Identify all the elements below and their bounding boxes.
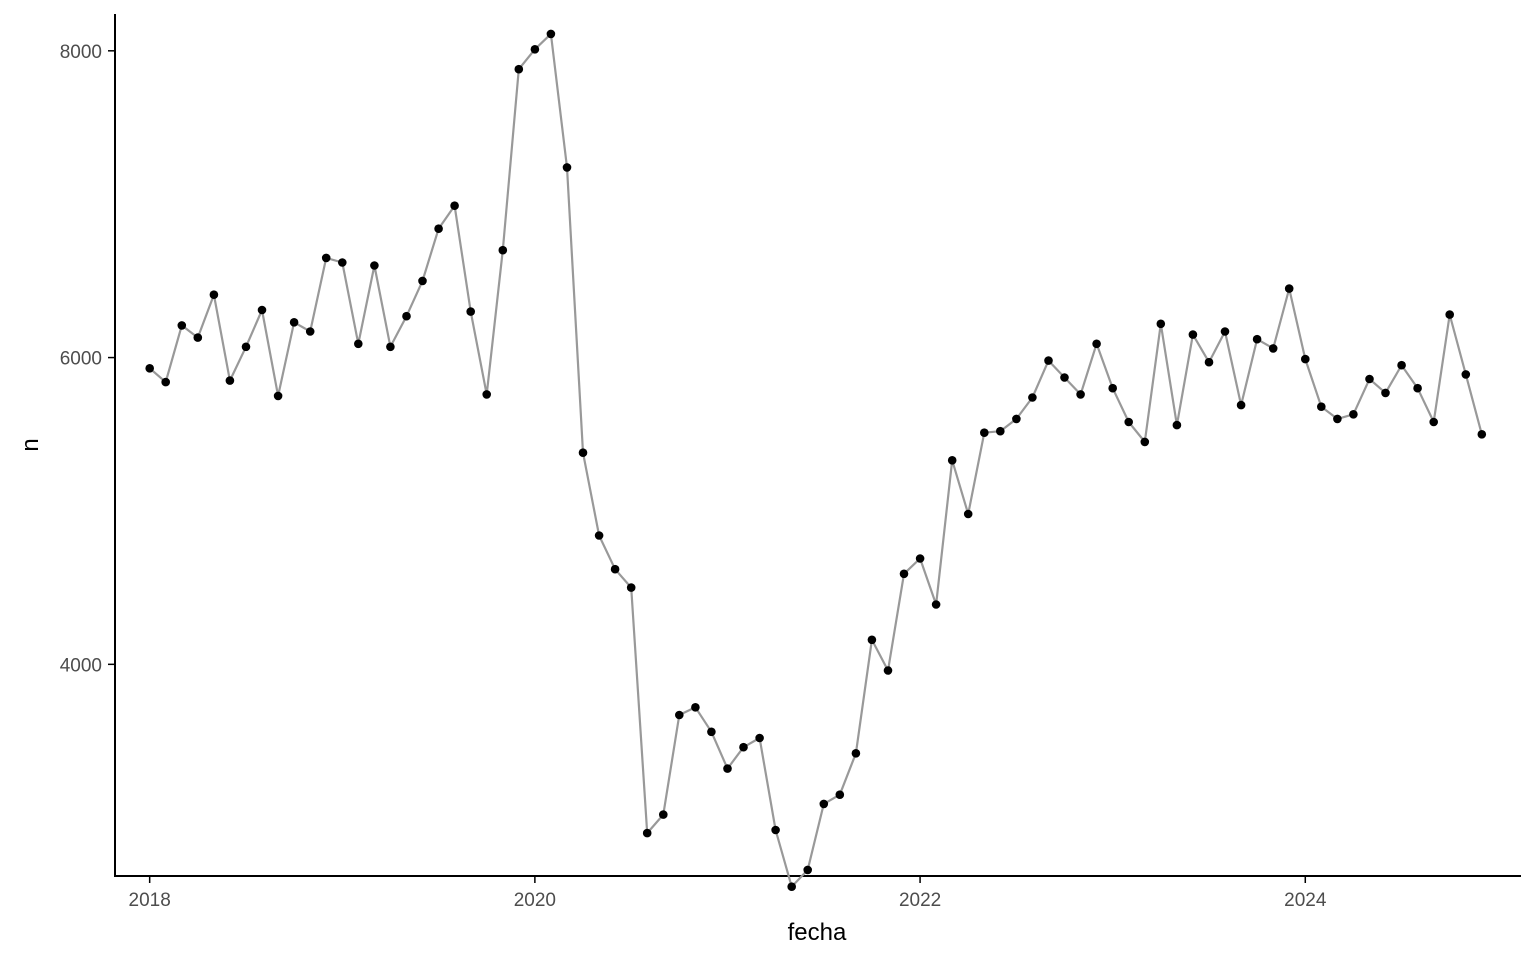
y-axis-title: n: [17, 438, 44, 451]
data-point: [434, 224, 443, 233]
data-point: [980, 428, 989, 438]
data-point: [466, 307, 476, 316]
data-point: [963, 509, 973, 519]
data-point: [835, 790, 845, 799]
data-point: [771, 825, 780, 835]
data-point: [1252, 334, 1262, 344]
data-point: [145, 364, 154, 373]
data-point: [161, 377, 170, 387]
data-point: [723, 764, 732, 773]
data-point: [883, 666, 893, 675]
data-point: [947, 456, 957, 465]
data-point: [1413, 383, 1422, 393]
axes: [114, 14, 1521, 877]
data-point: [851, 749, 861, 758]
data-point: [996, 426, 1005, 436]
data-point: [1028, 393, 1037, 402]
data-point: [193, 333, 203, 342]
data-point: [1397, 360, 1406, 370]
data-point: [931, 600, 941, 609]
data-point: [370, 261, 379, 270]
data-point: [1429, 417, 1438, 427]
data-point: [739, 742, 748, 752]
data-point: [1268, 344, 1278, 353]
data-point: [514, 64, 524, 74]
data-point: [1381, 388, 1390, 398]
data-point: [1076, 390, 1085, 399]
data-point: [354, 339, 363, 349]
data-point: [1477, 430, 1487, 439]
data-point: [273, 391, 283, 401]
x-tick-label: 2018: [129, 890, 171, 911]
data-point: [610, 564, 620, 574]
data-point: [899, 569, 909, 579]
data-point: [450, 201, 459, 210]
data-point: [659, 810, 668, 819]
data-point: [225, 376, 235, 385]
data-point: [1108, 383, 1117, 393]
data-point: [915, 554, 925, 563]
data-point: [530, 45, 540, 54]
y-ticks: 4000 6000 8000: [60, 42, 115, 676]
data-point: [1284, 284, 1294, 293]
data-point: [386, 342, 395, 352]
data-point: [305, 327, 315, 336]
data-point: [1060, 373, 1069, 382]
x-tick-label: 2020: [514, 890, 556, 911]
data-point: [1317, 402, 1326, 412]
data-point: [562, 163, 572, 172]
data-point: [803, 865, 812, 875]
data-point: [418, 276, 427, 286]
data-point: [1445, 310, 1454, 319]
data-point: [338, 258, 347, 267]
data-point: [707, 727, 716, 737]
data-point: [1301, 354, 1310, 364]
y-tick-label: 8000: [60, 42, 102, 63]
data-point: [787, 882, 796, 891]
data-point: [1172, 420, 1182, 430]
data-point: [1220, 327, 1230, 336]
x-tick-label: 2024: [1284, 890, 1327, 911]
data-point: [642, 828, 652, 838]
data-point: [289, 318, 299, 327]
data-point: [1365, 374, 1374, 384]
data-point: [755, 733, 764, 743]
series-line: [148, 32, 1483, 888]
data-point: [1092, 339, 1101, 349]
data-point: [626, 583, 636, 592]
data-point: [209, 290, 219, 300]
x-tick-label: 2022: [899, 890, 941, 911]
data-point: [546, 29, 556, 39]
data-point: [1236, 400, 1246, 410]
data-point: [1156, 319, 1166, 329]
data-point: [819, 799, 829, 809]
data-point: [1188, 330, 1198, 339]
data-point: [498, 245, 508, 255]
data-point: [1012, 414, 1021, 424]
y-tick-label: 6000: [60, 349, 102, 370]
data-points: [145, 29, 1487, 891]
data-point: [1333, 414, 1342, 424]
data-point: [867, 635, 877, 645]
data-point: [177, 321, 187, 330]
data-point: [257, 305, 267, 315]
data-point: [1140, 437, 1150, 447]
data-point: [578, 448, 588, 458]
x-axis-title: fecha: [788, 919, 847, 946]
data-point: [1044, 356, 1053, 365]
data-point: [321, 253, 331, 263]
data-point: [675, 710, 684, 720]
data-point: [1349, 410, 1358, 419]
data-point: [691, 703, 700, 712]
data-point: [594, 531, 604, 540]
x-ticks: 2018 2020 2022 2024: [129, 876, 1327, 911]
data-point: [241, 342, 251, 352]
data-point: [402, 311, 411, 321]
data-point: [1124, 417, 1133, 427]
data-point: [482, 390, 492, 399]
data-point: [1461, 370, 1471, 379]
data-point: [1204, 357, 1214, 367]
y-tick-label: 4000: [60, 655, 102, 676]
